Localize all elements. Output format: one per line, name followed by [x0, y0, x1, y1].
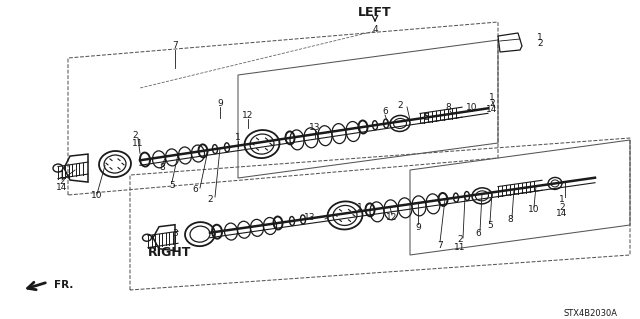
Text: STX4B2030A: STX4B2030A: [564, 308, 618, 317]
Text: 7: 7: [172, 41, 178, 50]
Text: 1: 1: [235, 132, 241, 142]
Text: LEFT: LEFT: [358, 5, 392, 19]
Text: 3: 3: [172, 228, 178, 238]
Text: 2: 2: [397, 100, 403, 109]
Text: 2: 2: [132, 130, 138, 139]
Text: 13: 13: [304, 213, 316, 222]
Text: 14: 14: [486, 106, 498, 115]
Text: 2: 2: [207, 196, 213, 204]
Text: 1: 1: [59, 170, 65, 180]
Text: 2: 2: [457, 235, 463, 244]
Text: 6: 6: [475, 229, 481, 239]
Text: 13: 13: [309, 122, 321, 131]
Text: 2: 2: [59, 176, 65, 186]
Text: 5: 5: [423, 114, 429, 122]
Text: RIGHT: RIGHT: [148, 246, 192, 258]
Text: 14: 14: [56, 182, 68, 191]
Text: 4: 4: [372, 25, 378, 33]
Text: 6: 6: [192, 186, 198, 195]
Text: 10: 10: [92, 191, 103, 201]
Text: 2: 2: [537, 40, 543, 48]
Text: 1: 1: [537, 33, 543, 42]
Text: 1: 1: [357, 203, 363, 211]
Text: 5: 5: [169, 181, 175, 189]
Text: FR.: FR.: [54, 280, 74, 290]
Text: 11: 11: [454, 242, 466, 251]
Text: 8: 8: [445, 103, 451, 113]
Text: 5: 5: [487, 220, 493, 229]
Text: 9: 9: [217, 99, 223, 108]
Text: 11: 11: [132, 138, 144, 147]
Text: 12: 12: [243, 110, 253, 120]
Text: 14: 14: [556, 210, 568, 219]
Text: 2: 2: [489, 100, 495, 108]
Text: 1: 1: [559, 196, 565, 204]
Text: 10: 10: [528, 205, 540, 214]
Text: 7: 7: [437, 241, 443, 249]
Text: 9: 9: [415, 222, 421, 232]
Text: 10: 10: [467, 102, 477, 112]
Text: 1: 1: [489, 93, 495, 102]
Text: 12: 12: [387, 213, 397, 222]
Text: 8: 8: [159, 164, 165, 173]
Text: 2: 2: [559, 203, 565, 211]
Text: 6: 6: [382, 108, 388, 116]
Text: 8: 8: [507, 216, 513, 225]
